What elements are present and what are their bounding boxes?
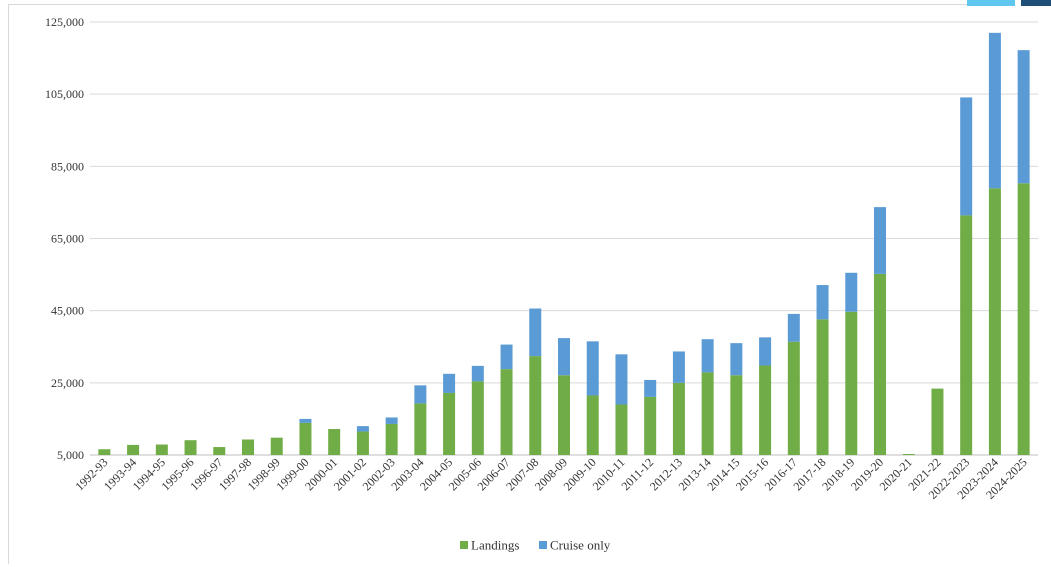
- bar-landings: [155, 444, 168, 455]
- bar-landings: [960, 215, 973, 455]
- bar-landings: [529, 356, 542, 455]
- bar-cruise-only: [960, 97, 973, 216]
- bar-cruise-only: [701, 339, 714, 373]
- y-tick-label: 85,000: [51, 159, 84, 173]
- bar-landings: [328, 429, 341, 455]
- bar-cruise-only: [356, 426, 369, 432]
- bar-landings: [816, 319, 829, 455]
- x-axis-tick-labels: 1992-931993-941994-951995-961996-971997-…: [72, 455, 1029, 502]
- bar-cruise-only: [816, 285, 829, 320]
- bar-cruise-only: [787, 313, 800, 342]
- bar-landings: [443, 392, 456, 455]
- bar-cruise-only: [988, 32, 1001, 189]
- legend-swatch-landings: [460, 541, 468, 549]
- bar-landings: [471, 381, 484, 455]
- y-tick-label: 45,000: [51, 304, 84, 318]
- bar-cruise-only: [558, 338, 570, 376]
- bar-cruise-only: [299, 418, 312, 423]
- bar-landings: [356, 431, 369, 455]
- y-axis-tick-labels: 5,000 25,000 45,000 65,000 85,000 105,000 125,…: [45, 15, 84, 462]
- bar-landings: [672, 382, 685, 455]
- y-tick-label: 125,000: [45, 15, 84, 29]
- bar-cruise-only: [1017, 50, 1030, 184]
- legend-label-cruise-only: Cruise only: [550, 538, 611, 553]
- y-tick-label: 5,000: [57, 448, 84, 462]
- bar-landings: [845, 311, 858, 455]
- corner-logo: [967, 0, 1051, 6]
- bar-landings: [586, 395, 599, 455]
- bar-landings: [213, 447, 226, 455]
- bar-landings: [644, 396, 657, 455]
- bar-cruise-only: [529, 308, 542, 357]
- bar-cruise-only: [672, 351, 685, 383]
- bar-landings: [902, 454, 915, 455]
- bar-landings: [874, 273, 886, 455]
- bar-landings: [242, 439, 254, 455]
- bar-cruise-only: [730, 343, 743, 376]
- bar-cruise-only: [759, 337, 772, 366]
- bar-landings: [701, 372, 714, 455]
- bar-landings: [500, 369, 513, 455]
- bar-landings: [98, 449, 111, 455]
- bar-landings: [299, 422, 312, 455]
- bar-landings: [615, 404, 628, 455]
- legend-swatch-cruise-only: [539, 541, 547, 549]
- bar-cruise-only: [874, 207, 886, 274]
- bar-landings: [759, 365, 772, 455]
- bar-cruise-only: [644, 379, 657, 397]
- bar-cruise-only: [500, 344, 513, 370]
- bar-cruise-only: [443, 373, 456, 393]
- y-tick-label: 105,000: [45, 87, 84, 101]
- y-tick-label: 65,000: [51, 232, 84, 246]
- bar-landings: [730, 375, 743, 455]
- bar-landings: [127, 444, 140, 455]
- legend-label-landings: Landings: [471, 538, 519, 553]
- bar-landings: [787, 341, 800, 455]
- bar-landings: [988, 188, 1001, 455]
- bar-landings: [270, 437, 283, 455]
- bar-landings: [931, 388, 944, 455]
- bar-cruise-only: [385, 417, 398, 424]
- bar-cruise-only: [845, 272, 858, 312]
- bar-cruise-only: [471, 365, 484, 382]
- bar-landings: [558, 375, 570, 455]
- chart-frame: [8, 4, 1048, 564]
- bar-cruise-only: [414, 385, 427, 404]
- bar-landings: [1017, 183, 1030, 456]
- bar-landings: [414, 403, 427, 455]
- y-tick-label: 25,000: [51, 376, 84, 390]
- legend: Landings Cruise only: [460, 538, 611, 553]
- bars: [98, 32, 1030, 456]
- bar-landings: [385, 423, 398, 455]
- bar-landings: [184, 440, 197, 455]
- bar-cruise-only: [615, 354, 628, 405]
- bar-cruise-only: [586, 341, 599, 396]
